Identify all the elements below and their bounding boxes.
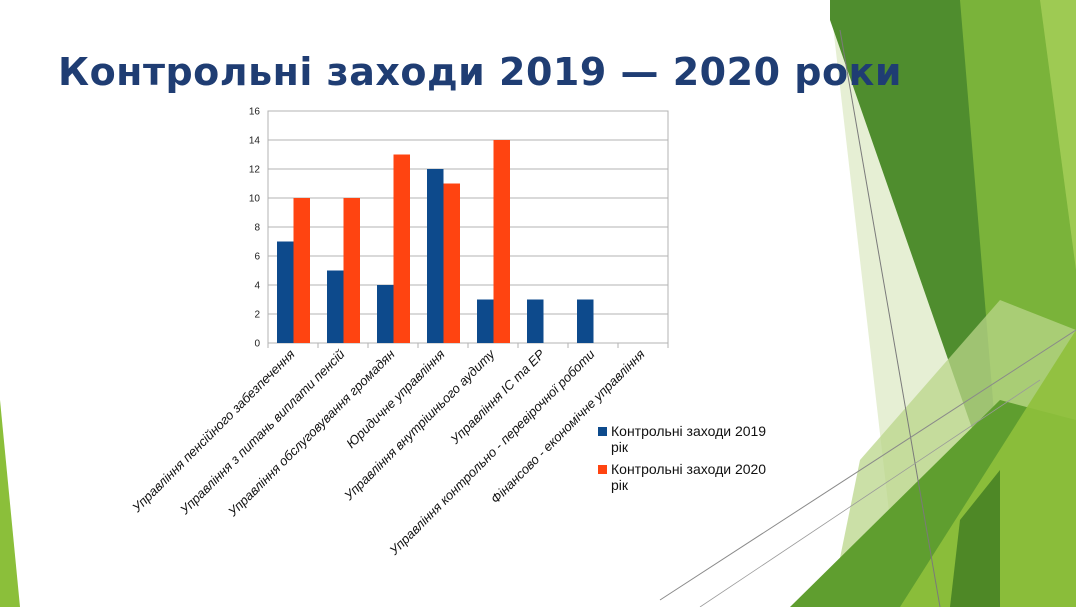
- y-tick-label: 2: [254, 310, 260, 321]
- bar-2019: [427, 169, 444, 343]
- bar-2019: [577, 299, 594, 343]
- bar-2019: [277, 241, 294, 343]
- legend-label: рік: [611, 439, 629, 455]
- chart-bars: [277, 140, 594, 343]
- y-tick-label: 8: [254, 223, 260, 234]
- bar-2019: [477, 299, 494, 343]
- legend-label: рік: [611, 477, 629, 493]
- y-tick-label: 0: [254, 339, 260, 350]
- y-tick-label: 14: [249, 136, 261, 147]
- x-category-label: Юридичне управління: [343, 346, 448, 451]
- legend-swatch-2019: [598, 427, 607, 436]
- legend-swatch-2020: [598, 465, 607, 474]
- bar-2020: [493, 140, 510, 343]
- deco-line-3: [699, 379, 1041, 607]
- x-axis-category-labels: Управління пенсійного забезпеченняУправл…: [128, 345, 647, 558]
- y-tick-label: 10: [249, 194, 261, 205]
- right-shape-dark: [830, 0, 1000, 607]
- bar-2019: [527, 299, 544, 343]
- bar-2020: [443, 183, 460, 343]
- bar-2020: [343, 198, 360, 343]
- y-axis-tick-labels: 0 2 4 6 8 10 12 14 16: [249, 107, 261, 350]
- bar-2020: [393, 154, 410, 343]
- right-shape-light: [1040, 0, 1076, 270]
- legend-label: Контрольні заходи 2019: [611, 423, 766, 439]
- bottom-shape-dark: [950, 470, 1000, 607]
- slide-title: Контрольні заходи 2019 — 2020 роки: [58, 50, 902, 94]
- legend-label: Контрольні заходи 2020: [611, 461, 766, 477]
- left-green-strip: [0, 400, 20, 607]
- y-tick-label: 12: [249, 165, 261, 176]
- deco-line-1: [839, 29, 941, 607]
- bar-2019: [377, 285, 394, 343]
- y-tick-label: 16: [249, 107, 261, 118]
- bar-2020: [293, 198, 310, 343]
- deco-line-2: [659, 329, 1076, 601]
- y-tick-label: 6: [254, 252, 260, 263]
- x-category-label: Управління ІС та ЕР: [447, 346, 548, 447]
- bar-2019: [327, 270, 344, 343]
- y-tick-label: 4: [254, 281, 260, 292]
- bottom-shape-lime: [900, 330, 1076, 607]
